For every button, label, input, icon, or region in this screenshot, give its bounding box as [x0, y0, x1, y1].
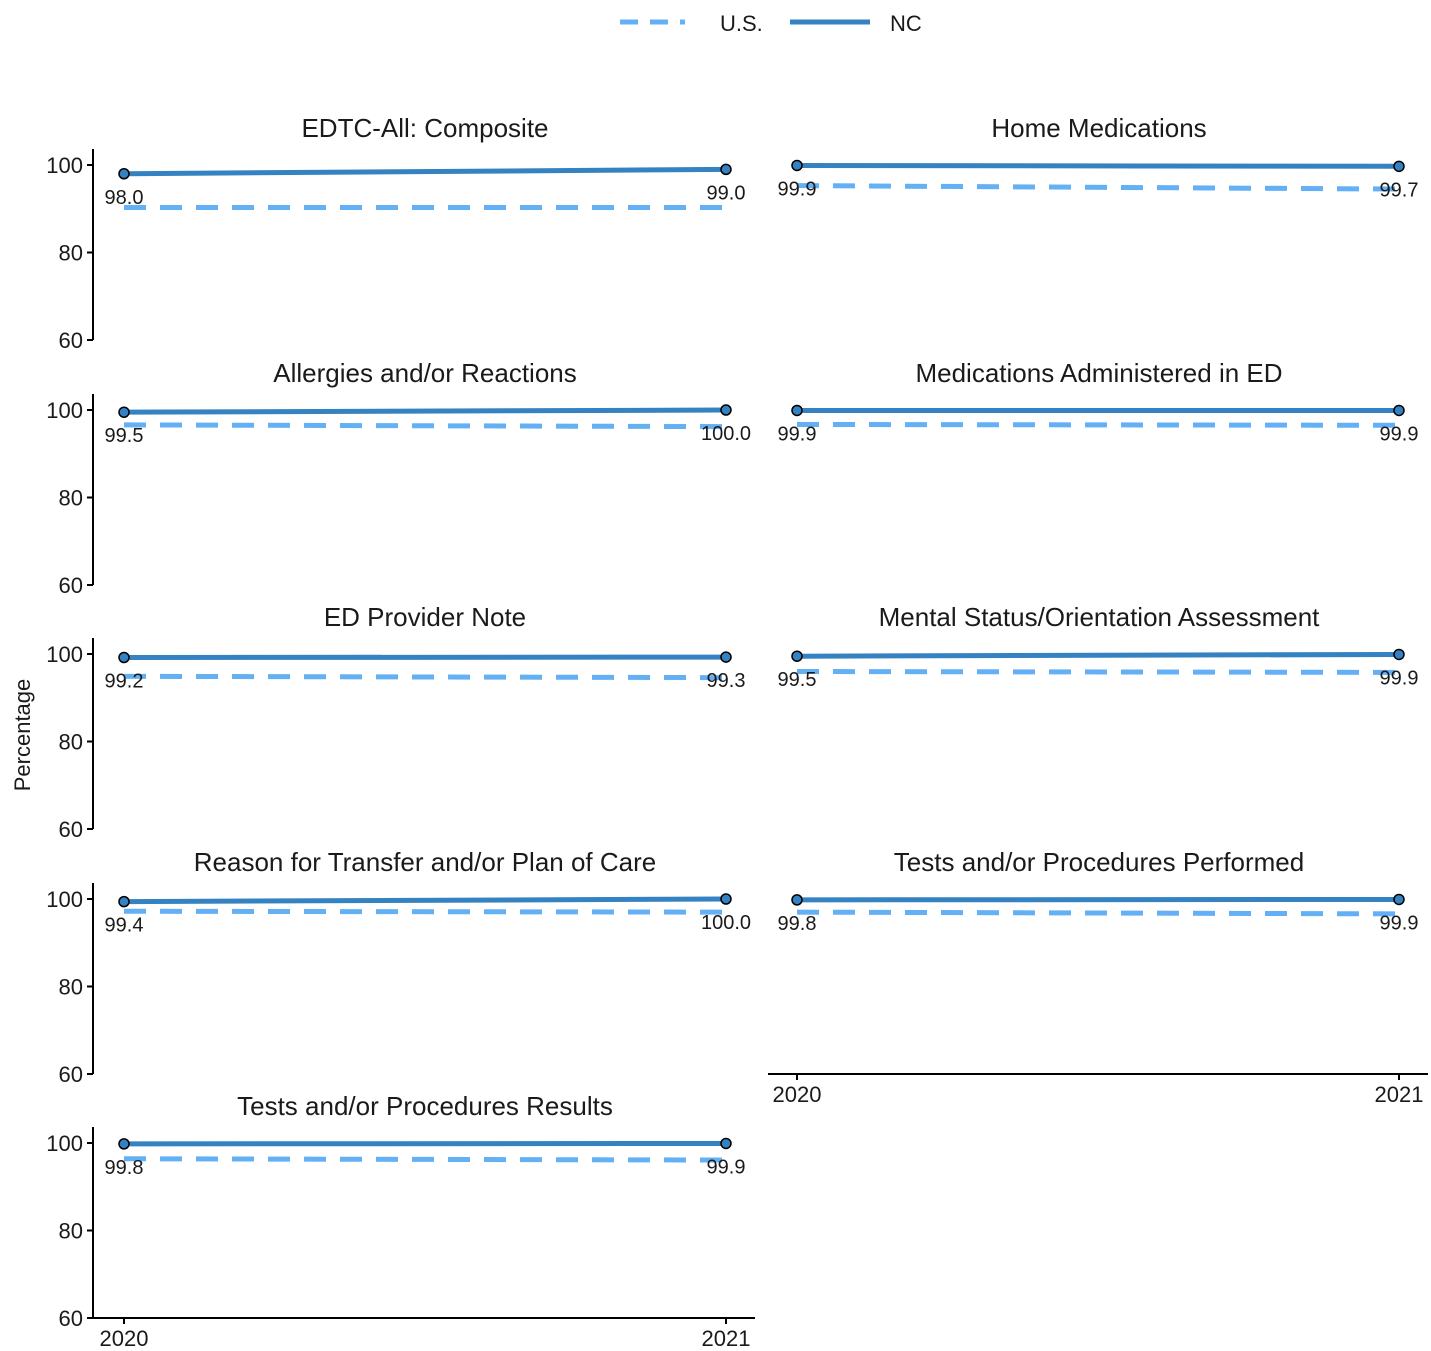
y-tick-label: 60 — [59, 573, 83, 598]
y-tick-label: 60 — [59, 328, 83, 353]
x-tick-label: 2020 — [773, 1082, 822, 1107]
panel: Home Medications 99.9 99.7 — [778, 113, 1419, 201]
panel-title: Reason for Transfer and/or Plan of Care — [194, 847, 656, 877]
panel: EDTC-All: Composite 60 80 100 98.0 99.0 — [46, 113, 745, 353]
nc-data-label: 99.9 — [778, 423, 817, 445]
y-tick-label: 100 — [46, 1131, 83, 1156]
nc-data-point — [1393, 404, 1405, 417]
nc-data-label: 99.8 — [105, 1157, 144, 1179]
y-tick-label: 80 — [59, 730, 83, 755]
nc-data-label: 99.3 — [707, 670, 746, 692]
y-axis-label: Percentage — [10, 679, 35, 792]
nc-data-point — [118, 1138, 130, 1150]
y-tick-label: 80 — [59, 1219, 83, 1244]
legend-us-label: U.S. — [720, 11, 763, 36]
nc-data-label: 99.9 — [1380, 667, 1419, 689]
nc-data-point — [720, 404, 732, 416]
nc-data-label: 99.0 — [707, 182, 746, 204]
nc-data-label: 98.0 — [105, 187, 144, 209]
nc-data-label: 99.5 — [105, 425, 144, 447]
panel-title: Home Medications — [991, 113, 1206, 143]
panel: Tests and/or Procedures Performed 2020 202… — [768, 847, 1428, 1107]
nc-series-line — [796, 651, 1400, 659]
nc-data-point — [791, 404, 803, 417]
nc-data-label: 99.5 — [778, 669, 817, 691]
nc-data-point — [1393, 893, 1405, 906]
nc-data-point — [720, 893, 732, 905]
nc-data-point — [1393, 648, 1405, 661]
y-tick-label: 80 — [59, 975, 83, 1000]
nc-data-point — [791, 894, 803, 906]
y-tick-label: 100 — [46, 398, 83, 423]
us-series-line — [123, 673, 727, 681]
nc-data-point — [720, 651, 732, 663]
panel-title: Mental Status/Orientation Assessment — [879, 602, 1321, 632]
panel: Reason for Transfer and/or Plan of Care 6… — [46, 847, 751, 1087]
legend-nc-label: NC — [890, 11, 922, 36]
nc-data-label: 99.7 — [1380, 179, 1419, 201]
panel: Tests and/or Procedures Results 60 80 100 20… — [46, 1091, 755, 1351]
us-series-line — [796, 183, 1400, 192]
panel-title: Allergies and/or Reactions — [273, 358, 577, 388]
panel-title: EDTC-All: Composite — [301, 113, 548, 143]
y-tick-label: 100 — [46, 642, 83, 667]
y-tick-label: 80 — [59, 241, 83, 266]
us-series-line — [123, 908, 727, 915]
us-series-line — [796, 909, 1400, 917]
nc-data-label: 99.9 — [707, 1156, 746, 1178]
panel: Mental Status/Orientation Assessment 99.5… — [778, 602, 1419, 691]
nc-data-point — [118, 651, 130, 664]
y-tick-label: 60 — [59, 1062, 83, 1087]
nc-data-point — [1393, 160, 1405, 173]
nc-data-label: 99.9 — [1380, 912, 1419, 934]
nc-series-line — [123, 407, 727, 415]
nc-data-point — [118, 168, 130, 180]
nc-data-label: 99.2 — [105, 671, 144, 693]
panel-title: Tests and/or Procedures Performed — [894, 847, 1304, 877]
nc-data-label: 99.4 — [105, 915, 144, 937]
panel-title: Medications Administered in ED — [915, 358, 1282, 388]
legend: U.S. NC — [620, 11, 922, 36]
panel: ED Provider Note 60 80 100 99.2 99.3 — [46, 602, 745, 842]
x-tick-label: 2020 — [100, 1326, 149, 1351]
panel: Medications Administered in ED 99.9 99.9 — [778, 358, 1419, 445]
y-tick-label: 60 — [59, 817, 83, 842]
nc-series-line — [123, 896, 727, 905]
us-series-line — [123, 422, 727, 430]
y-tick-label: 80 — [59, 486, 83, 511]
panel: Allergies and/or Reactions 60 80 100 99.5 100… — [46, 358, 751, 598]
y-tick-label: 60 — [59, 1306, 83, 1331]
nc-data-label: 99.8 — [778, 913, 817, 935]
us-series-line — [123, 1156, 727, 1163]
nc-data-point — [720, 1137, 732, 1150]
panel-title: Tests and/or Procedures Results — [237, 1091, 613, 1121]
y-tick-label: 100 — [46, 153, 83, 178]
nc-series-line — [123, 166, 727, 177]
y-tick-label: 100 — [46, 887, 83, 912]
x-tick-label: 2021 — [1375, 1082, 1424, 1107]
nc-data-point — [118, 895, 130, 908]
nc-data-point — [720, 163, 732, 176]
nc-data-label: 99.9 — [1380, 423, 1419, 445]
nc-data-point — [791, 159, 803, 172]
us-series-line — [796, 421, 1400, 428]
panel-title: ED Provider Note — [324, 602, 526, 632]
x-tick-label: 2021 — [702, 1326, 751, 1351]
nc-series-line — [796, 162, 1400, 169]
nc-data-label: 99.9 — [778, 178, 817, 200]
panels: EDTC-All: Composite 60 80 100 98.0 99.0 Home M… — [46, 113, 1428, 1351]
nc-data-label: 100.0 — [701, 912, 751, 934]
nc-data-label: 100.0 — [701, 423, 751, 445]
us-series-line — [796, 669, 1400, 675]
nc-data-point — [118, 406, 130, 418]
nc-data-point — [791, 650, 803, 662]
